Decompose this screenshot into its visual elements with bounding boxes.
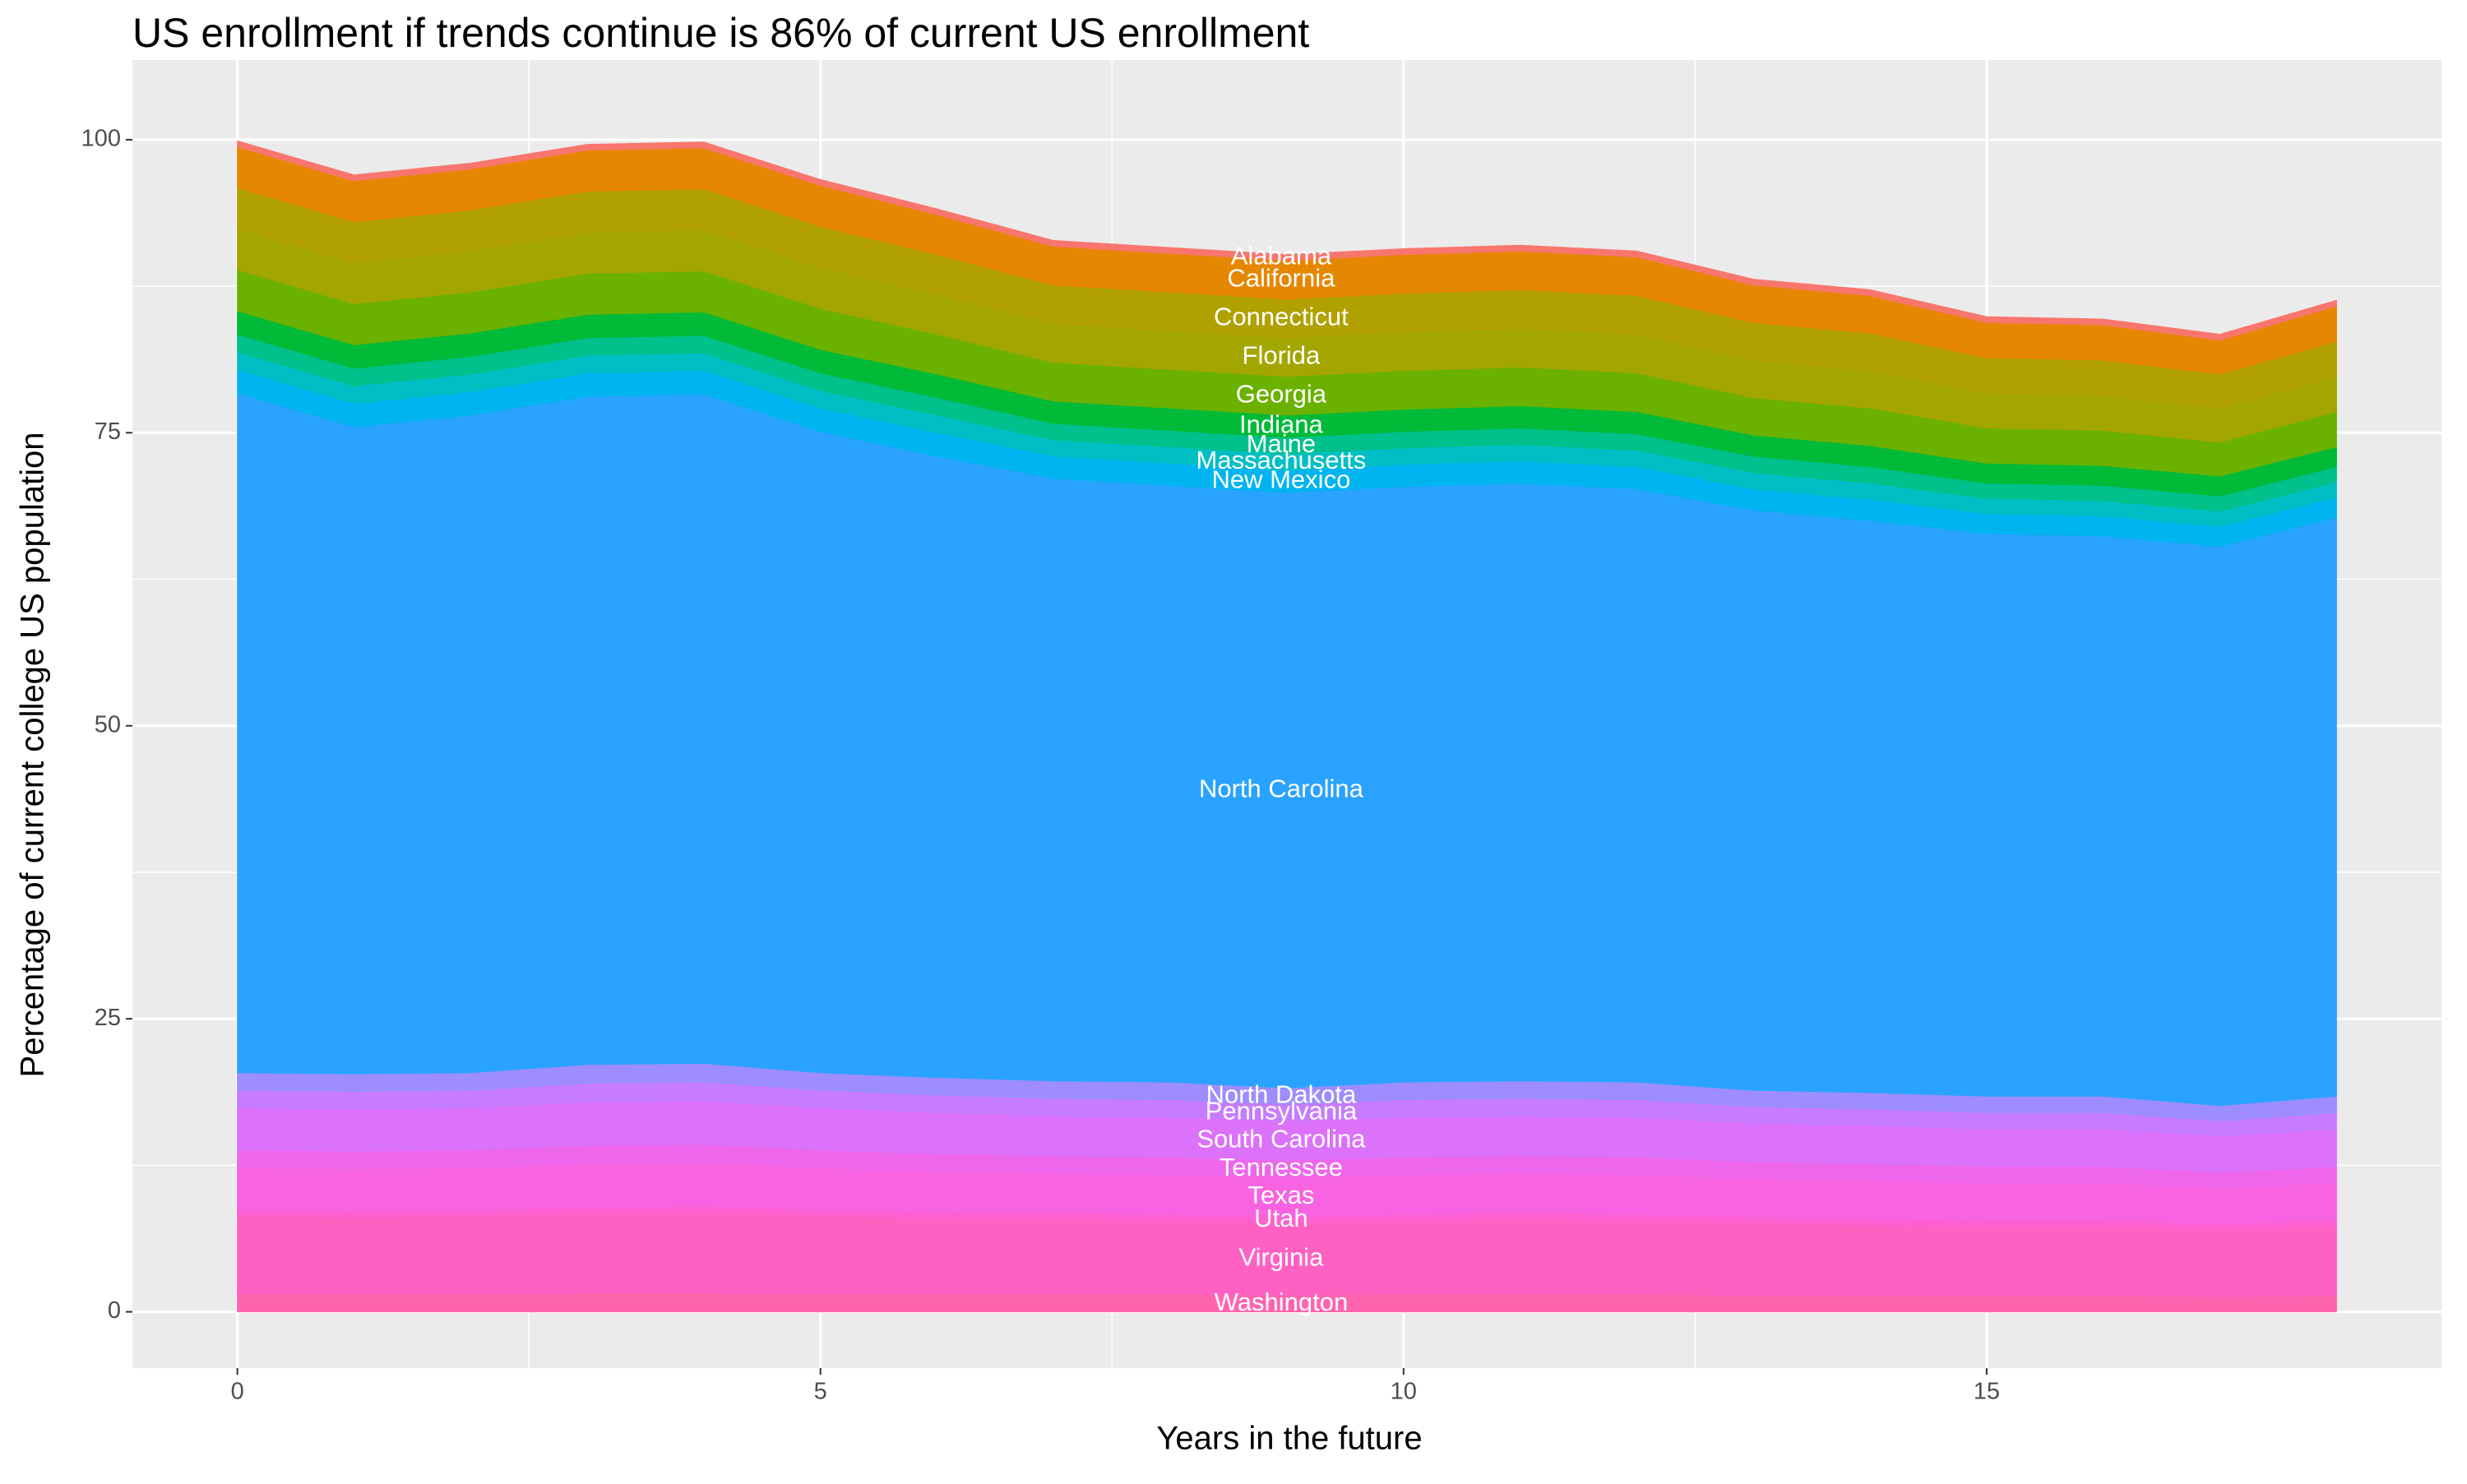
area: [237, 140, 2337, 341]
series-label: Connecticut: [1214, 303, 1349, 331]
x-tick-label: 0: [231, 1379, 244, 1405]
y-tick-label: 75: [95, 418, 121, 445]
series-label: Florida: [1243, 341, 1321, 370]
x-tick-label: 10: [1391, 1379, 1417, 1405]
series-label: California: [1227, 263, 1335, 292]
series-label: Massachusetts: [1196, 446, 1367, 474]
y-tick-label: 100: [81, 126, 121, 152]
series-label: Texas: [1247, 1181, 1314, 1209]
series-label: Georgia: [1236, 380, 1327, 409]
series-label: Virginia: [1238, 1243, 1324, 1272]
series-label: South Carolina: [1196, 1125, 1366, 1153]
x-axis-title: Years in the future: [1156, 1421, 1422, 1457]
series-label: Utah: [1254, 1204, 1308, 1232]
series-label: Tennessee: [1220, 1153, 1343, 1181]
x-tick-label: 5: [814, 1379, 827, 1405]
series-label: Indiana: [1239, 410, 1323, 439]
y-tick-label: 50: [95, 711, 121, 737]
series-label: Washington: [1215, 1288, 1349, 1316]
series-label: Pennsylvania: [1206, 1096, 1358, 1125]
y-tick-label: 0: [108, 1297, 121, 1324]
series-label: New Mexico: [1211, 465, 1350, 494]
series-label: Alabama: [1231, 241, 1332, 270]
y-axis-title: Percentage of current college US populat…: [15, 432, 51, 1078]
series-label: North Dakota: [1206, 1079, 1357, 1108]
y-tick-label: 25: [95, 1005, 121, 1031]
x-tick-label: 15: [1974, 1379, 2000, 1405]
chart-title: US enrollment if trends continue is 86% …: [132, 10, 1309, 56]
series-label: Maine: [1247, 429, 1316, 458]
series-label: North Carolina: [1199, 774, 1364, 802]
